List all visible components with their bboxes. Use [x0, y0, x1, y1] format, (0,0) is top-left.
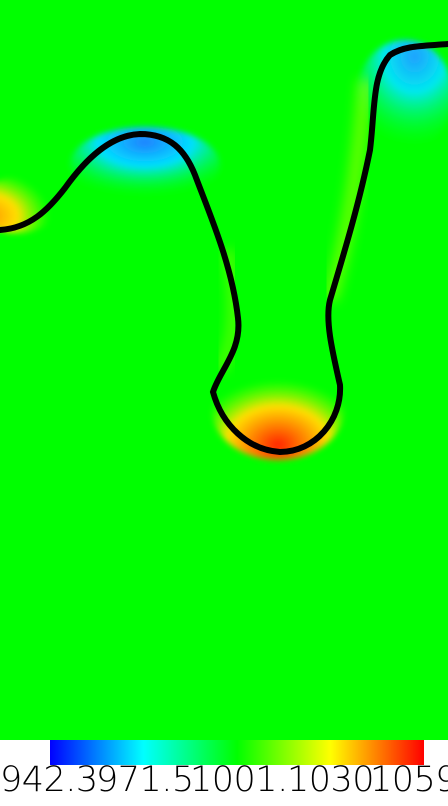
- colorbar-tick-label: 1001.: [190, 760, 288, 800]
- interface-line: [0, 41, 448, 456]
- colorbar-tick-label: 942.3: [0, 760, 98, 800]
- colorbar-tick-label: 971.5: [96, 760, 194, 800]
- colorbar: [50, 740, 424, 765]
- colorbar-tick-label: 1059: [370, 760, 448, 800]
- colorbar-tick-label: 1030.: [287, 760, 385, 800]
